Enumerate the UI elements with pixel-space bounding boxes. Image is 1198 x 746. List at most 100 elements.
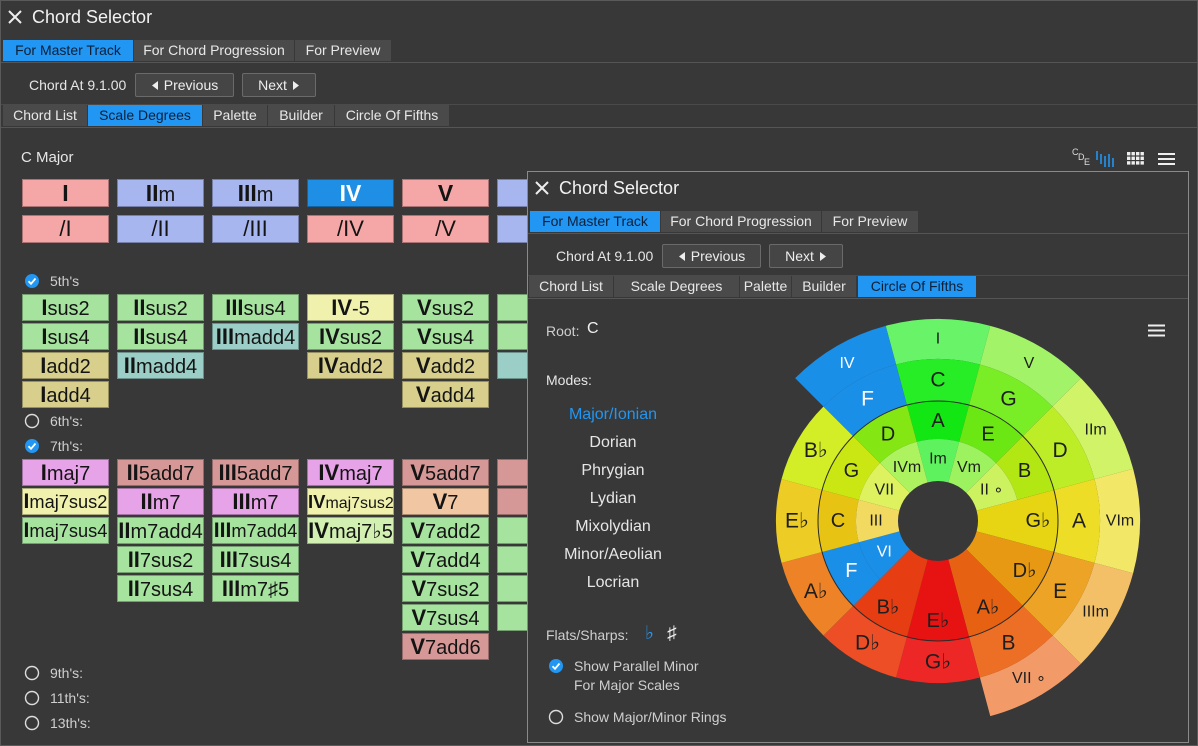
bars-icon[interactable] xyxy=(1095,150,1115,168)
inner-segment[interactable] xyxy=(858,531,910,579)
outer-segment[interactable] xyxy=(885,319,991,365)
close-icon[interactable] xyxy=(8,10,22,24)
minor-segment[interactable] xyxy=(959,405,1023,464)
chord-button[interactable]: I xyxy=(22,179,109,207)
tab[interactable]: For Chord Progression xyxy=(661,211,821,232)
sub-tab[interactable]: Scale Degrees xyxy=(614,276,739,297)
tab[interactable]: For Chord Progression xyxy=(134,40,294,61)
chord-button[interactable]: IIIm7♯5 xyxy=(212,575,299,602)
next-button[interactable]: Next xyxy=(242,73,316,97)
major-segment[interactable] xyxy=(1053,479,1100,563)
inner-segment[interactable] xyxy=(948,441,996,493)
chord-button[interactable]: Imaj7 xyxy=(22,459,109,486)
checkbox[interactable] xyxy=(24,690,40,706)
chord-button[interactable]: IIIsus4 xyxy=(212,294,299,321)
sharp-option[interactable]: ♯ xyxy=(667,623,677,644)
major-segment[interactable] xyxy=(896,636,980,683)
outer-segment[interactable] xyxy=(979,635,1081,717)
menu-icon[interactable] xyxy=(1148,324,1165,337)
mode-option[interactable]: Major/Ionian xyxy=(568,406,658,423)
mode-option[interactable]: Locrian xyxy=(586,574,640,591)
major-segment[interactable] xyxy=(969,364,1053,437)
chord-button[interactable]: II7sus2 xyxy=(117,546,204,573)
chord-button[interactable]: Isus2 xyxy=(22,294,109,321)
sub-tab[interactable]: Palette xyxy=(203,105,267,126)
inner-segment[interactable] xyxy=(880,441,928,493)
major-segment[interactable] xyxy=(776,479,823,563)
inner-segment[interactable] xyxy=(858,463,910,511)
sub-tab[interactable]: Builder xyxy=(268,105,334,126)
chord-button[interactable]: IVsus2 xyxy=(307,323,394,350)
sub-tab[interactable]: Palette xyxy=(740,276,791,297)
chord-button[interactable]: V7sus2 xyxy=(402,575,489,602)
mode-option[interactable]: Lydian xyxy=(589,490,637,507)
major-segment[interactable] xyxy=(1022,406,1095,490)
major-segment[interactable] xyxy=(781,406,854,490)
chord-button[interactable]: II5add7 xyxy=(117,459,204,486)
sub-tab[interactable]: Circle Of Fifths xyxy=(335,105,449,126)
minor-segment[interactable] xyxy=(966,531,1054,606)
minor-segment[interactable] xyxy=(995,436,1054,500)
outer-segment[interactable] xyxy=(979,325,1081,407)
minor-segment[interactable] xyxy=(853,405,917,464)
tab[interactable]: For Master Track xyxy=(530,211,660,232)
minor-segment[interactable] xyxy=(822,542,881,606)
mode-option[interactable]: Phrygian xyxy=(581,462,645,479)
minor-segment[interactable] xyxy=(818,489,859,553)
chord-button[interactable]: V7sus4 xyxy=(402,604,489,631)
minor-segment[interactable] xyxy=(906,559,970,641)
outer-segment[interactable] xyxy=(795,325,897,407)
checkbox[interactable] xyxy=(24,715,40,731)
minor-segment[interactable] xyxy=(976,489,1058,553)
chord-button[interactable]: IIm7 xyxy=(117,488,204,515)
major-segment[interactable] xyxy=(969,605,1053,678)
chord-button[interactable]: /III xyxy=(212,215,299,243)
sub-tab[interactable]: Chord List xyxy=(529,276,613,297)
previous-button[interactable]: Previous xyxy=(135,73,234,97)
next-button[interactable]: Next xyxy=(769,244,843,268)
chord-button[interactable]: Vadd2 xyxy=(402,352,489,379)
major-segment[interactable] xyxy=(1022,552,1095,636)
chord-button[interactable]: Iadd2 xyxy=(22,352,109,379)
chord-button[interactable]: Imaj7sus4 xyxy=(22,517,109,544)
chord-button[interactable]: V7add6 xyxy=(402,633,489,660)
major-segment[interactable] xyxy=(823,364,907,437)
chord-button[interactable]: /V xyxy=(402,215,489,243)
mode-option[interactable]: Minor/Aeolian xyxy=(564,546,662,563)
chord-button[interactable]: Imaj7sus2 xyxy=(22,488,109,515)
sub-tab[interactable]: Circle Of Fifths xyxy=(858,276,976,297)
chord-button[interactable]: IIImadd4 xyxy=(212,323,299,350)
sub-tab[interactable]: Scale Degrees xyxy=(88,105,202,126)
chord-button[interactable]: III5add7 xyxy=(212,459,299,486)
major-segment[interactable] xyxy=(896,359,980,406)
major-segment[interactable] xyxy=(781,552,854,636)
chord-button[interactable]: IIIm7add4 xyxy=(212,517,299,544)
previous-button[interactable]: Previous xyxy=(662,244,761,268)
chord-button[interactable]: IV xyxy=(307,179,394,207)
chord-button[interactable]: Iadd4 xyxy=(22,381,109,408)
inner-segment[interactable] xyxy=(856,499,900,543)
mode-option[interactable]: Dorian xyxy=(589,434,637,451)
chord-button[interactable]: /II xyxy=(117,215,204,243)
mode-option[interactable]: Mixolydian xyxy=(575,518,651,535)
inner-segment[interactable] xyxy=(916,439,960,483)
chord-button[interactable]: IVmaj7 xyxy=(307,459,394,486)
chord-button[interactable]: /I xyxy=(22,215,109,243)
chord-button[interactable]: Isus4 xyxy=(22,323,109,350)
close-icon[interactable] xyxy=(535,181,549,195)
chord-button[interactable]: IIsus2 xyxy=(117,294,204,321)
chord-button[interactable]: IIm xyxy=(117,179,204,207)
checkbox[interactable] xyxy=(24,665,40,681)
chord-button[interactable]: IVmaj7♭5 xyxy=(307,517,394,544)
chord-button[interactable]: V xyxy=(402,179,489,207)
sub-tab[interactable]: Chord List xyxy=(3,105,87,126)
major-segment[interactable] xyxy=(823,605,907,678)
chord-button[interactable]: IV-5 xyxy=(307,294,394,321)
checkbox-checked[interactable] xyxy=(24,438,40,454)
chord-button[interactable]: V7 xyxy=(402,488,489,515)
grid-icon[interactable] xyxy=(1127,152,1145,166)
chord-button[interactable]: Vsus2 xyxy=(402,294,489,321)
chord-button[interactable]: V7add4 xyxy=(402,546,489,573)
minor-segment[interactable] xyxy=(948,549,1023,637)
